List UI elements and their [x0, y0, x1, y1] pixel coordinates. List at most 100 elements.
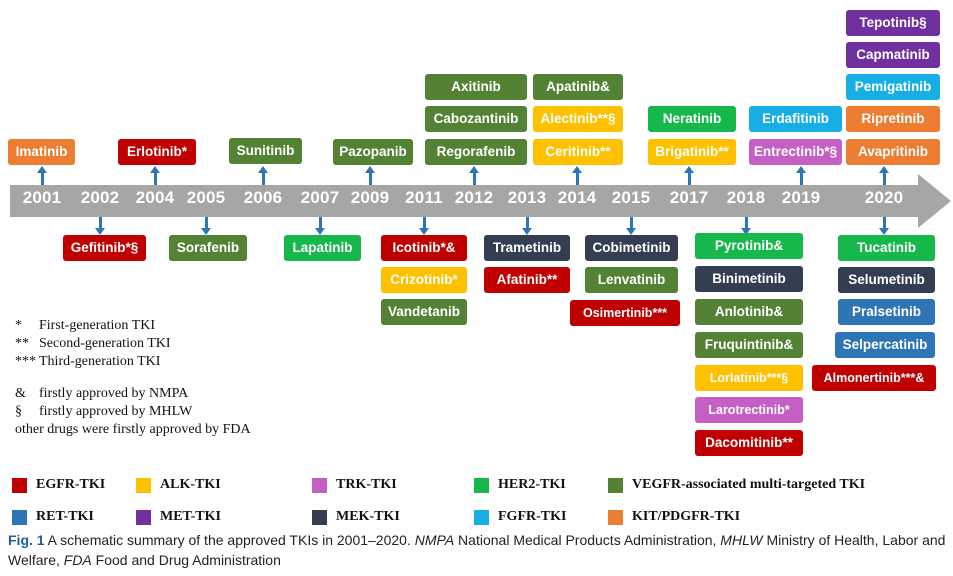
arrow-up-icon [879, 166, 889, 173]
caption-text-1: A schematic summary of the approved TKIs… [44, 532, 415, 548]
connector-up-6 [576, 173, 579, 185]
connector-down-2 [205, 217, 208, 228]
drug-box-larotrectinib: Larotrectinib* [695, 397, 803, 423]
footnote-text: firstly approved by NMPA [39, 386, 189, 401]
year-label-2018: 2018 [726, 188, 766, 207]
drug-box-crizotinib: Crizotinib* [381, 267, 467, 293]
legend-swatch-fgfr [474, 510, 489, 525]
drug-box-erdafitinib: Erdafitinib [749, 106, 842, 132]
figure-caption: Fig. 1 A schematic summary of the approv… [8, 530, 948, 570]
year-label-2013: 2013 [507, 188, 547, 207]
drug-box-almonertinib: Almonertinib***& [812, 365, 936, 391]
drug-box-erlotinib: Erlotinib* [118, 139, 196, 165]
drug-box-osimertinib: Osimertinib*** [570, 300, 680, 326]
drug-box-neratinib: Neratinib [648, 106, 736, 132]
legend-swatch-egfr [12, 478, 27, 493]
arrow-down-icon [419, 228, 429, 235]
year-label-2009: 2009 [350, 188, 390, 207]
year-label-2007: 2007 [300, 188, 340, 207]
year-label-2001: 2001 [22, 188, 62, 207]
connector-up-5 [473, 173, 476, 185]
legend-swatch-kit [608, 510, 623, 525]
arrow-up-icon [684, 166, 694, 173]
footnote-text: Second-generation TKI [39, 336, 171, 351]
year-label-2014: 2014 [557, 188, 597, 207]
drug-box-entrectinib: Entrectinib*§ [749, 139, 842, 165]
year-label-2019: 2019 [781, 188, 821, 207]
legend-label-her2: HER2-TKI [498, 477, 566, 492]
caption-text-4: Food and Drug Administration [91, 552, 281, 568]
legend-swatch-met [136, 510, 151, 525]
footnote-4: & firstly approved by NMPA [15, 386, 188, 402]
connector-down-6 [630, 217, 633, 228]
year-label-2015: 2015 [611, 188, 651, 207]
footnote-text: Third-generation TKI [39, 354, 161, 369]
arrow-down-icon [315, 228, 325, 235]
drug-box-icotinib: Icotinib*& [381, 235, 467, 261]
arrow-up-icon [572, 166, 582, 173]
drug-box-ripretinib: Ripretinib [846, 106, 940, 132]
legend-label-ret: RET-TKI [36, 509, 94, 524]
legend-label-kit: KIT/PDGFR-TKI [632, 509, 741, 524]
connector-up-4 [369, 173, 372, 185]
caption-abbr-mhlw: MHLW [720, 532, 763, 548]
arrow-up-icon [258, 166, 268, 173]
drug-box-trametinib: Trametinib [484, 235, 570, 261]
footnote-1: * First-generation TKI [15, 318, 155, 334]
year-label-2002: 2002 [80, 188, 120, 207]
footnote-symbol: * [15, 318, 22, 333]
arrow-down-icon [879, 228, 889, 235]
legend-label-met: MET-TKI [160, 509, 221, 524]
connector-down-7 [745, 217, 748, 228]
drug-box-pemigatinib: Pemigatinib [846, 74, 940, 100]
legend-label-vegfr: VEGFR-associated multi-targeted TKI [632, 477, 866, 492]
caption-text-2: National Medical Products Administration… [454, 532, 721, 548]
year-label-2012: 2012 [454, 188, 494, 207]
drug-box-sunitinib: Sunitinib [229, 138, 302, 164]
footnote-text: other drugs were firstly approved by FDA [15, 422, 251, 437]
arrow-down-icon [741, 228, 751, 235]
connector-down-8 [883, 217, 886, 228]
drug-box-tepotinib: Tepotinib§ [846, 10, 940, 36]
drug-box-brigatinib: Brigatinib** [648, 139, 736, 165]
legend-label-alk: ALK-TKI [160, 477, 221, 492]
footnote-symbol: § [15, 404, 22, 419]
connector-up-9 [883, 173, 886, 185]
legend-swatch-trk [312, 478, 327, 493]
caption-figure-label: Fig. 1 [8, 532, 45, 548]
footnote-symbol: & [15, 386, 26, 401]
footnote-text: First-generation TKI [39, 318, 155, 333]
drug-box-selpercatinib: Selpercatinib [835, 332, 935, 358]
footnote-text: firstly approved by MHLW [39, 404, 193, 419]
footnote-2: ** Second-generation TKI [15, 336, 171, 352]
footnote-symbol: *** [15, 354, 36, 369]
arrow-up-icon [796, 166, 806, 173]
drug-box-ceritinib: Ceritinib** [533, 139, 623, 165]
connector-down-1 [99, 217, 102, 228]
footnote-6: other drugs were firstly approved by FDA [15, 422, 251, 438]
drug-box-alectinib: Alectinib**§ [533, 106, 623, 132]
timeline-arrow-head [918, 174, 951, 228]
drug-box-apatinib: Apatinib& [533, 74, 623, 100]
drug-box-lenvatinib: Lenvatinib [585, 267, 678, 293]
year-label-2017: 2017 [669, 188, 709, 207]
timeline-arrow-shaft [10, 185, 920, 217]
drug-box-selumetinib: Selumetinib [838, 267, 935, 293]
drug-box-pralsetinib: Pralsetinib [838, 299, 935, 325]
drug-box-vandetanib: Vandetanib [381, 299, 467, 325]
legend-label-mek: MEK-TKI [336, 509, 400, 524]
drug-box-pazopanib: Pazopanib [333, 139, 413, 165]
legend-swatch-her2 [474, 478, 489, 493]
footnote-3: *** Third-generation TKI [15, 354, 160, 370]
drug-box-avapritinib: Avapritinib [846, 139, 940, 165]
arrow-down-icon [522, 228, 532, 235]
drug-box-sorafenib: Sorafenib [169, 235, 247, 261]
drug-box-gefitinib: Gefitinib*§ [63, 235, 146, 261]
year-label-2011: 2011 [405, 188, 443, 207]
drug-box-capmatinib: Capmatinib [846, 42, 940, 68]
legend-swatch-mek [312, 510, 327, 525]
drug-box-imatinib: Imatinib [8, 139, 75, 165]
legend-swatch-vegfr [608, 478, 623, 493]
arrow-up-icon [37, 166, 47, 173]
